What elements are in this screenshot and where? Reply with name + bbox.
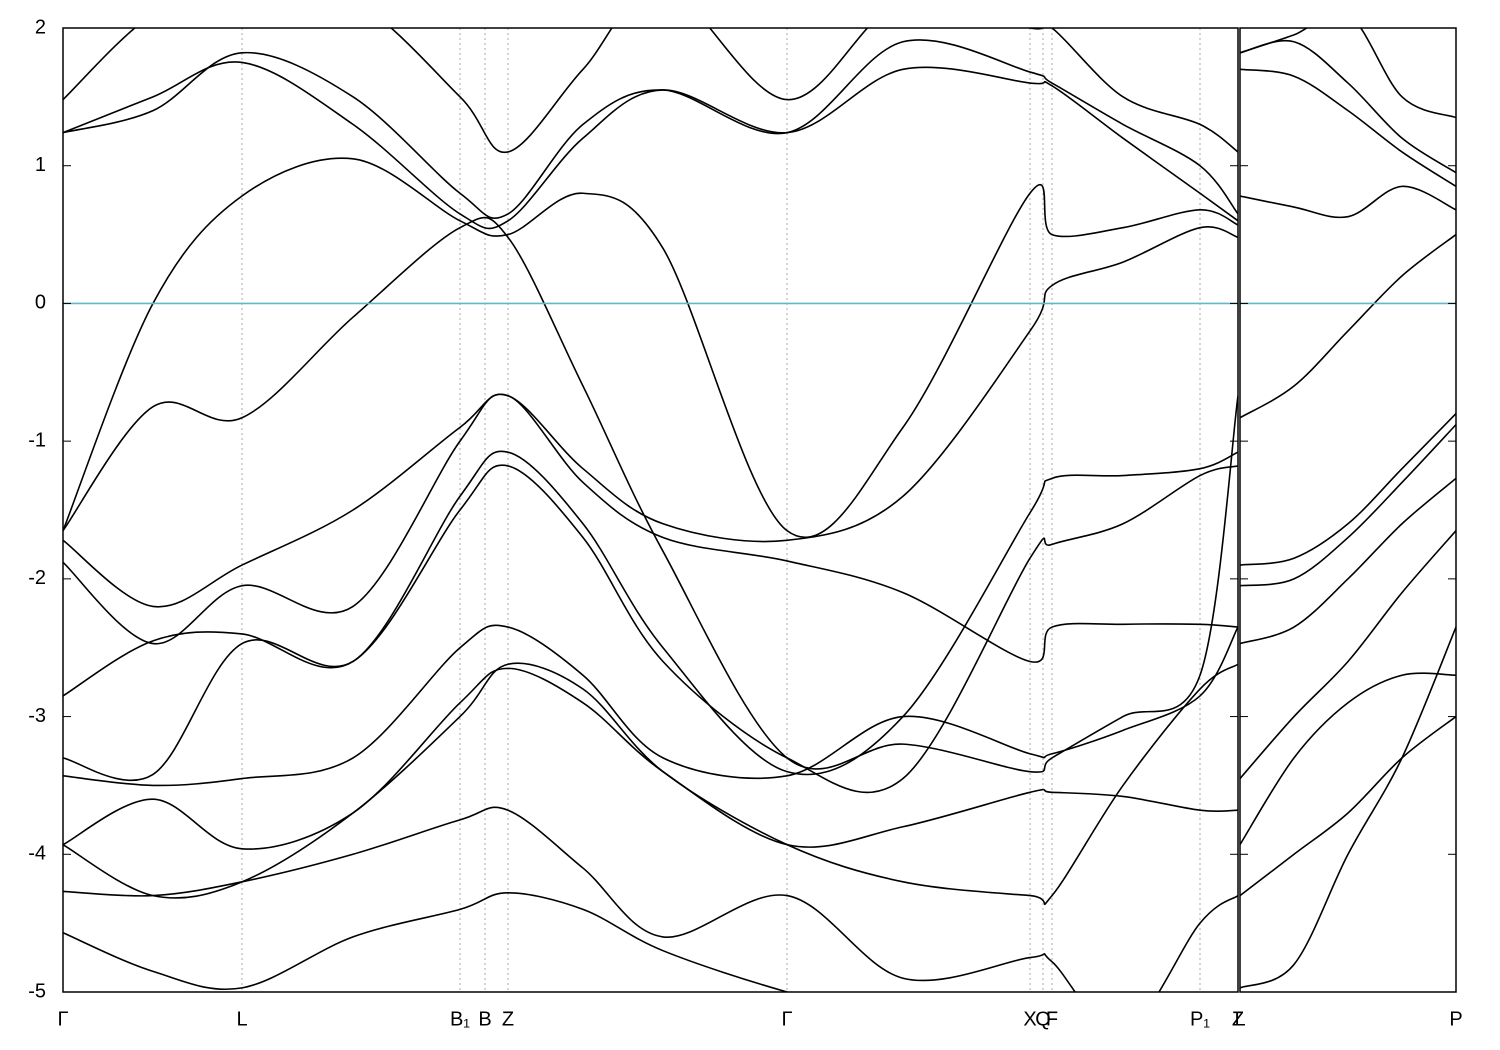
band-line <box>1240 413 1456 566</box>
x-tick-label: X <box>1023 1008 1036 1030</box>
panel-frame <box>1239 27 1457 993</box>
x-tick-label: Z <box>1232 1008 1244 1030</box>
band-line <box>63 393 1238 663</box>
band-line <box>1240 626 1456 989</box>
band-line <box>63 662 1238 906</box>
band-line <box>1240 477 1456 645</box>
x-tick-label: Γ <box>781 1008 792 1030</box>
band-line <box>63 806 1238 992</box>
band-line <box>63 157 1238 539</box>
x-tick-label: Q <box>1035 1008 1051 1030</box>
band-line <box>63 464 1238 794</box>
y-tick-label: 0 <box>35 292 46 314</box>
x-tick-label: P <box>1449 1008 1462 1030</box>
band-line <box>1240 233 1456 419</box>
band-line <box>63 892 1238 992</box>
band-line <box>1240 185 1456 219</box>
band-line <box>63 226 1238 608</box>
y-tick-label: -1 <box>28 429 46 451</box>
y-tick-label: -2 <box>28 567 46 589</box>
band-line <box>63 667 1238 850</box>
plot-area <box>1240 28 1456 989</box>
band-line <box>1240 39 1456 174</box>
band-line <box>1240 715 1456 897</box>
x-tick-label: Z <box>502 1008 514 1030</box>
band-line <box>1240 672 1456 846</box>
band-line <box>63 450 1238 776</box>
x-tick-label: B <box>478 1008 491 1030</box>
panel-frame <box>62 27 1239 993</box>
band-line <box>63 624 1238 787</box>
y-tick-label: 1 <box>35 154 46 176</box>
x-tick-label: L <box>1234 1008 1245 1030</box>
x-tick-label: P₁ <box>1190 1008 1210 1030</box>
band-line <box>63 39 1238 219</box>
y-tick-label: -4 <box>28 843 46 865</box>
x-tick-label: F <box>1046 1008 1058 1030</box>
band-line <box>1240 68 1456 188</box>
x-tick-label: B₁ <box>450 1008 470 1030</box>
y-tick-label: 2 <box>35 16 46 38</box>
y-tick-label: -5 <box>28 980 46 1002</box>
band-line <box>1240 28 1456 119</box>
band-line <box>63 61 1238 230</box>
x-tick-label: L <box>236 1008 247 1030</box>
x-tick-label: Γ <box>57 1008 68 1030</box>
y-tick-label: -3 <box>28 705 46 727</box>
band-line <box>1240 530 1456 780</box>
band-line <box>1240 424 1456 587</box>
band-line <box>63 28 1238 153</box>
band-line <box>63 216 1238 773</box>
plot-area <box>63 28 1238 992</box>
